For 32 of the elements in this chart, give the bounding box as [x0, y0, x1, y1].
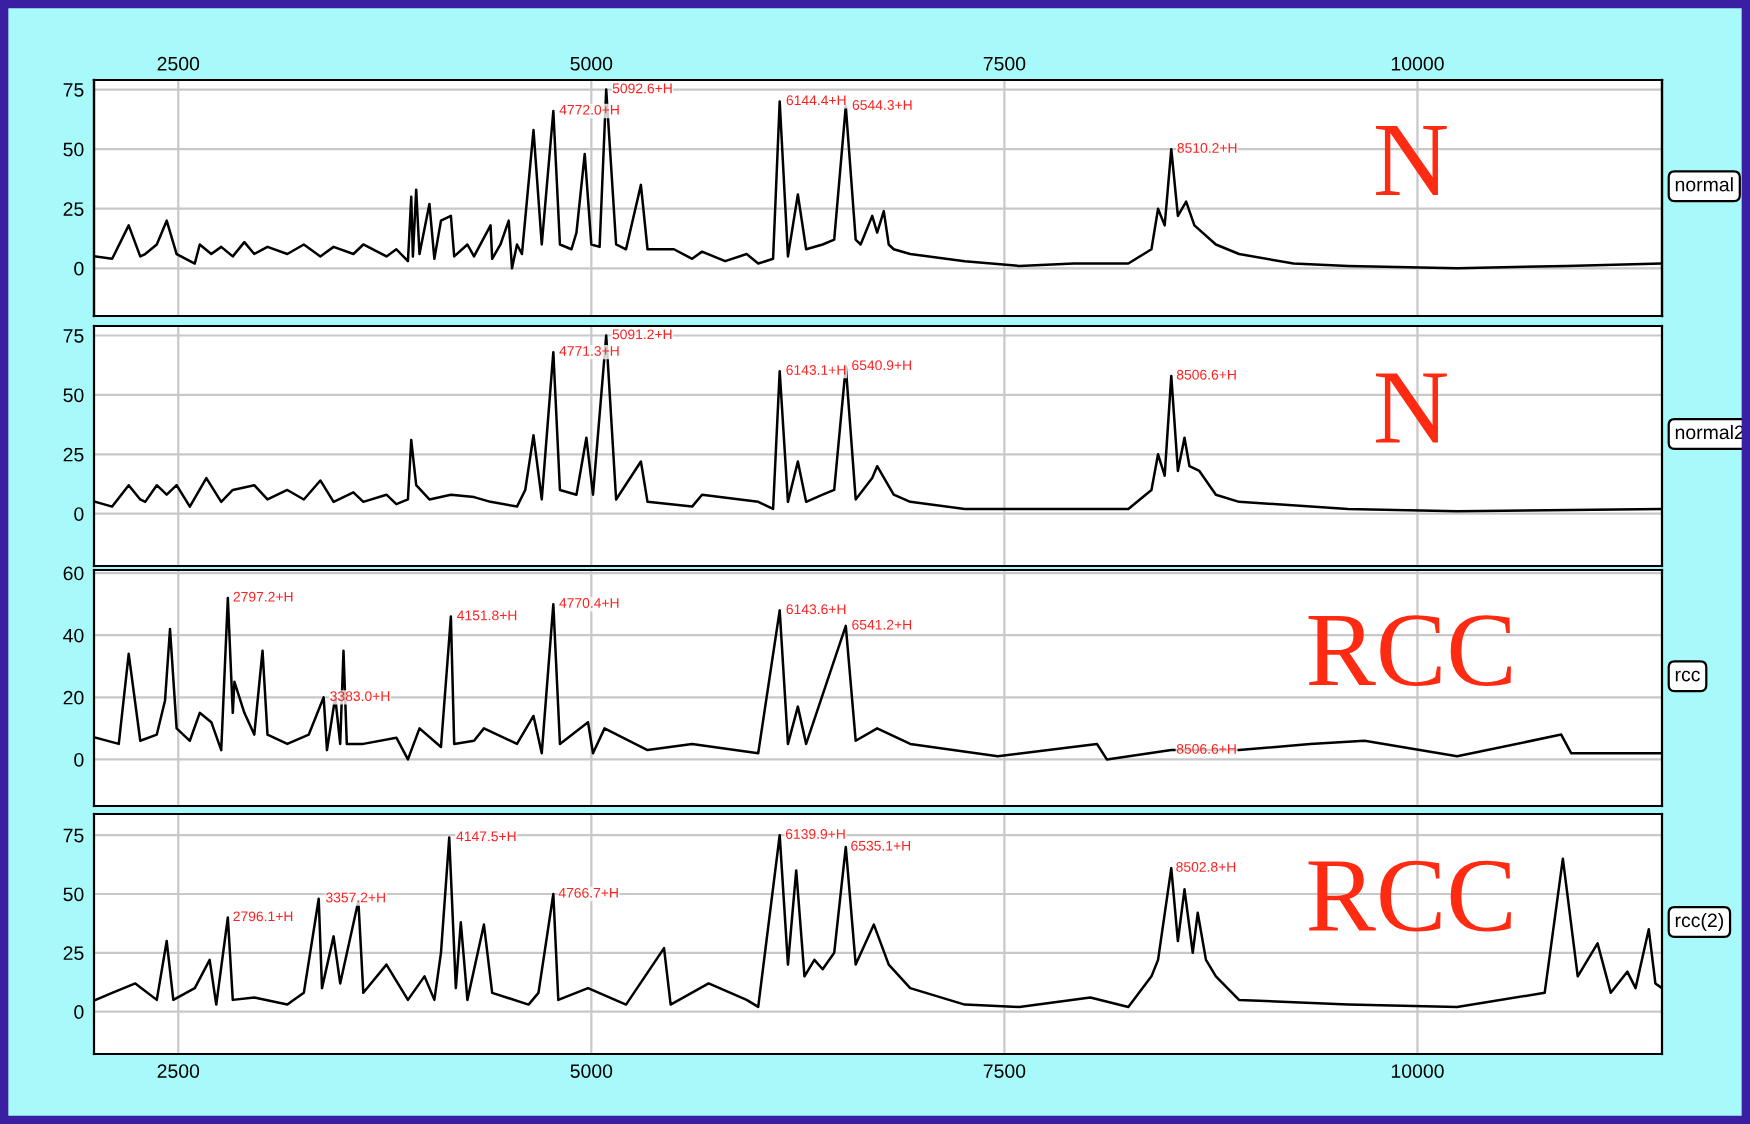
y-tick-label: 75 [63, 83, 84, 97]
y-tick-label: 75 [63, 828, 84, 843]
y-tick-label: 25 [63, 946, 84, 961]
x2-tick-label: 10000 [1391, 56, 1444, 71]
x2-tick-label: 5000 [570, 56, 613, 71]
annotation: N [1376, 373, 1447, 443]
y-tick-label: 50 [63, 142, 84, 157]
x-tick-label: 5000 [570, 1064, 613, 1078]
x-tick-label: 7500 [983, 1064, 1026, 1078]
series-label: rcc(2) [1675, 912, 1724, 932]
y-tick-label: 0 [74, 752, 84, 767]
y-tick-label: 50 [63, 388, 84, 403]
y-tick-label: 25 [63, 202, 84, 216]
annotation: RCC [1308, 860, 1511, 932]
x-tick-label: 2500 [157, 1064, 200, 1078]
annotation: RCC [1308, 615, 1511, 687]
text: normal [1675, 177, 1733, 192]
y-tick-label: 40 [63, 628, 84, 643]
x2-tick-label: 2500 [157, 56, 200, 71]
x-tick-label: 10000 [1391, 1064, 1444, 1078]
y-tick-label: 0 [74, 261, 84, 276]
annotation: N [1376, 125, 1447, 196]
y-tick-label: 0 [74, 1005, 84, 1019]
y-tick-label: 75 [63, 329, 84, 343]
text: rcc [1675, 670, 1700, 682]
y-tick-label: 50 [63, 887, 84, 902]
y-tick-label: 25 [63, 447, 84, 462]
y-tick-label: 0 [74, 507, 84, 521]
y-tick-label: 20 [63, 690, 84, 705]
y-tick-label: 60 [63, 566, 84, 581]
x2-tick-label: 7500 [983, 56, 1026, 71]
text: normal2 [1675, 424, 1744, 440]
